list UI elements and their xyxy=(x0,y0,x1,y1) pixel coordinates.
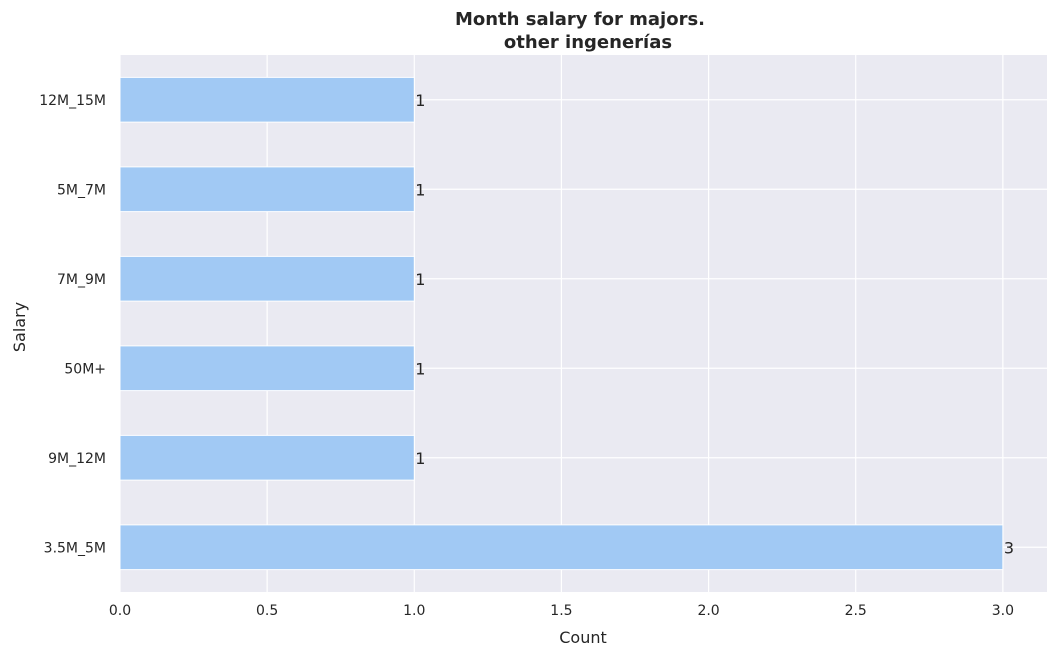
x-tick-label: 0.0 xyxy=(109,603,131,619)
x-tick-label: 2.0 xyxy=(697,603,719,619)
bar-50M+ xyxy=(119,345,415,392)
data-label-9M_12M: 1 xyxy=(415,449,425,468)
bar-12M_15M xyxy=(119,76,415,123)
x-tick-label: 1.5 xyxy=(550,603,572,619)
data-labels: 1 1 1 1 1 3 xyxy=(415,91,1014,558)
y-tick-label: 3.5M_5M xyxy=(44,540,106,556)
data-label-3.5M_5M: 3 xyxy=(1004,538,1014,557)
plot-area xyxy=(120,55,1047,592)
bar-3.5M_5M xyxy=(119,524,1004,571)
data-label-7M_9M: 1 xyxy=(415,270,425,289)
chart-title-line-1: Month salary for majors. xyxy=(455,9,705,30)
y-tick-label: 7M_9M xyxy=(57,272,106,288)
x-tick-label: 0.5 xyxy=(256,603,278,619)
y-tick-labels: 12M_15M 5M_7M 7M_9M 50M+ 9M_12M 3.5M_5M xyxy=(39,93,106,557)
data-label-50M+: 1 xyxy=(415,359,425,378)
y-tick-label: 5M_7M xyxy=(57,182,106,198)
x-axis-label: Count xyxy=(559,628,607,647)
bar-7M_9M xyxy=(119,255,415,302)
data-label-5M_7M: 1 xyxy=(415,180,425,199)
bar-5M_7M xyxy=(119,166,415,213)
x-tick-labels: 0.0 0.5 1.0 1.5 2.0 2.5 3.0 xyxy=(109,603,1014,619)
x-tick-label: 3.0 xyxy=(992,603,1014,619)
chart-title-line-2: other ingenerías xyxy=(504,32,672,53)
x-tick-label: 2.5 xyxy=(845,603,867,619)
y-axis-label: Salary xyxy=(10,302,29,352)
y-tick-label: 9M_12M xyxy=(48,451,106,467)
y-tick-label: 50M+ xyxy=(64,361,106,377)
y-tick-label: 12M_15M xyxy=(39,93,106,109)
x-tick-label: 1.0 xyxy=(403,603,425,619)
data-label-12M_15M: 1 xyxy=(415,91,425,110)
bars xyxy=(119,76,1004,571)
bar-9M_12M xyxy=(119,434,415,481)
